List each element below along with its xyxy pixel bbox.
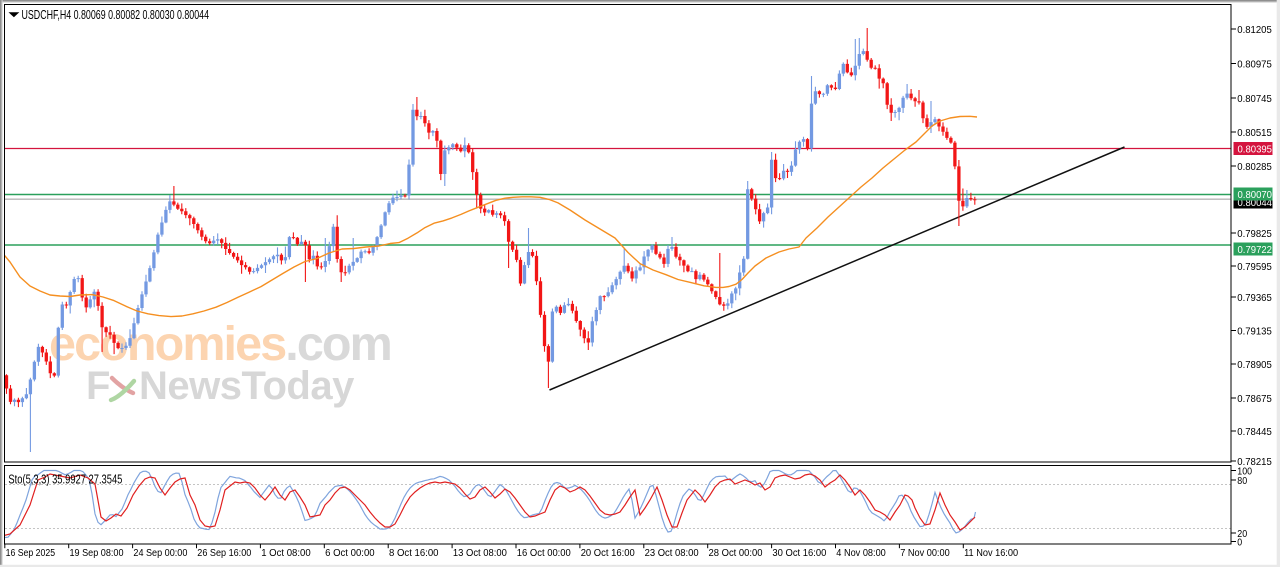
svg-text:28 Oct 00:00: 28 Oct 00:00 bbox=[709, 548, 763, 559]
svg-text:26 Sep 16:00: 26 Sep 16:00 bbox=[197, 548, 251, 559]
svg-text:100: 100 bbox=[1237, 465, 1252, 477]
svg-text:24 Sep 00:00: 24 Sep 00:00 bbox=[133, 548, 187, 559]
svg-text:0.79595: 0.79595 bbox=[1237, 261, 1272, 273]
svg-text:0.79135: 0.79135 bbox=[1237, 325, 1272, 337]
svg-text:F: F bbox=[86, 364, 110, 408]
svg-text:6 Oct 00:00: 6 Oct 00:00 bbox=[325, 548, 375, 559]
svg-text:11 Nov 16:00: 11 Nov 16:00 bbox=[964, 548, 1018, 559]
svg-text:0.81205: 0.81205 bbox=[1237, 24, 1272, 36]
svg-text:16 Oct 00:00: 16 Oct 00:00 bbox=[517, 548, 571, 559]
svg-text:4 Nov 08:00: 4 Nov 08:00 bbox=[836, 548, 886, 559]
svg-text:80: 80 bbox=[1237, 475, 1247, 487]
svg-text:0.79722: 0.79722 bbox=[1238, 244, 1273, 256]
svg-text:0.80515: 0.80515 bbox=[1237, 127, 1272, 139]
svg-text:Sto(5,3,3) 35.9927 27.3545: Sto(5,3,3) 35.9927 27.3545 bbox=[8, 472, 122, 487]
svg-text:20 Oct 16:00: 20 Oct 16:00 bbox=[581, 548, 635, 559]
svg-text:USDCHF,H4 0.80069 0.80082 0.8: USDCHF,H4 0.80069 0.80082 0.80030 0.8004… bbox=[22, 7, 210, 22]
svg-text:16 Sep 2025: 16 Sep 2025 bbox=[6, 548, 56, 559]
svg-text:19 Sep 08:00: 19 Sep 08:00 bbox=[70, 548, 124, 559]
svg-text:0.78215: 0.78215 bbox=[1237, 456, 1272, 468]
svg-text:23 Oct 08:00: 23 Oct 08:00 bbox=[645, 548, 699, 559]
svg-text:0.78905: 0.78905 bbox=[1237, 359, 1272, 371]
svg-text:economies.com: economies.com bbox=[49, 317, 391, 371]
svg-text:0.79365: 0.79365 bbox=[1237, 292, 1272, 304]
svg-text:0.78675: 0.78675 bbox=[1237, 393, 1272, 405]
svg-text:NewsToday: NewsToday bbox=[139, 364, 355, 408]
svg-text:0.79825: 0.79825 bbox=[1237, 228, 1272, 240]
svg-text:0.80395: 0.80395 bbox=[1238, 143, 1273, 155]
svg-text:13 Oct 08:00: 13 Oct 08:00 bbox=[453, 548, 507, 559]
svg-text:0.78445: 0.78445 bbox=[1237, 426, 1272, 438]
svg-text:0: 0 bbox=[1237, 536, 1242, 548]
svg-text:1 Oct 08:00: 1 Oct 08:00 bbox=[261, 548, 311, 559]
svg-text:20: 20 bbox=[1237, 528, 1247, 540]
svg-text:7 Nov 00:00: 7 Nov 00:00 bbox=[900, 548, 950, 559]
svg-text:0.80745: 0.80745 bbox=[1237, 93, 1272, 105]
svg-text:0.80070: 0.80070 bbox=[1238, 189, 1273, 201]
svg-text:0.80285: 0.80285 bbox=[1237, 161, 1272, 173]
svg-text:0.80975: 0.80975 bbox=[1237, 58, 1272, 70]
svg-text:30 Oct 16:00: 30 Oct 16:00 bbox=[772, 548, 826, 559]
svg-text:8 Oct 16:00: 8 Oct 16:00 bbox=[389, 548, 439, 559]
